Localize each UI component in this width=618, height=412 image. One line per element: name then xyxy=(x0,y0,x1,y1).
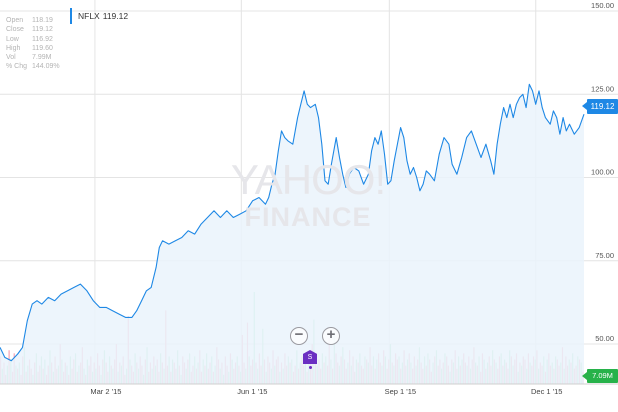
stat-value: 118.19 xyxy=(32,17,53,24)
x-tick-label: Jun 1 '15 xyxy=(237,387,267,396)
current-price-tag: 119.12 xyxy=(582,99,618,114)
x-tick-label: Dec 1 '15 xyxy=(531,387,562,396)
stat-value: 119.60 xyxy=(32,44,53,52)
stat-value: 119.12 xyxy=(32,26,53,34)
event-marker-dot xyxy=(308,366,312,369)
price-line xyxy=(0,83,585,362)
x-tick-label: Sep 1 '15 xyxy=(385,387,416,396)
event-marker-label: S xyxy=(303,350,317,364)
split-event-marker[interactable]: S xyxy=(303,350,317,369)
stat-label: Close xyxy=(6,26,24,34)
y-tick-label: 150.00 xyxy=(591,1,614,10)
price-line-path xyxy=(0,83,585,362)
y-tick-label: 125.00 xyxy=(591,84,614,93)
stat-vol: Vol 7.99M xyxy=(6,53,60,62)
price-area-fill xyxy=(0,84,584,385)
x-tick-label: Mar 2 '15 xyxy=(90,387,121,396)
price-area xyxy=(0,84,584,385)
stat-label: Low xyxy=(6,35,19,43)
y-axis: 150.00 125.00 100.00 75.00 50.00 xyxy=(591,1,614,343)
stat-value: 116.92 xyxy=(32,35,53,43)
stat-label: % Chg xyxy=(6,63,28,71)
stat-label: Vol xyxy=(6,54,16,62)
stat-low: Low 116.92 xyxy=(6,35,60,44)
ticker-price: 119.12 xyxy=(102,11,129,21)
y-tick-label: 100.00 xyxy=(591,168,614,177)
stat-open: Open 118.19 xyxy=(6,16,60,25)
ticker-legend[interactable]: NFLX 119.12 xyxy=(70,8,131,24)
zoom-in-button[interactable]: + xyxy=(322,327,340,345)
stat-high: High 119.60 xyxy=(6,44,60,53)
stat-label: Open xyxy=(6,17,24,24)
current-volume-tag: 7.09M xyxy=(582,369,618,383)
zoom-out-button[interactable]: − xyxy=(290,327,308,345)
stat-value: 144.09% xyxy=(32,63,60,71)
y-tick-label: 50.00 xyxy=(595,334,614,343)
stat-label: High xyxy=(6,44,21,52)
stat-pct-change: % Chg 144.09% xyxy=(6,62,60,71)
stat-close: Close 119.12 xyxy=(6,25,60,34)
x-axis: Mar 2 '15 Jun 1 '15 Sep 1 '15 Dec 1 '15 xyxy=(0,383,618,396)
ticker-symbol: NFLX xyxy=(78,11,100,21)
stat-value: 7.99M xyxy=(32,54,52,62)
y-tick-label: 75.00 xyxy=(595,251,614,260)
stats-panel: Open 118.19 Close 119.12 Low 116.92 High 119… xyxy=(6,16,60,72)
